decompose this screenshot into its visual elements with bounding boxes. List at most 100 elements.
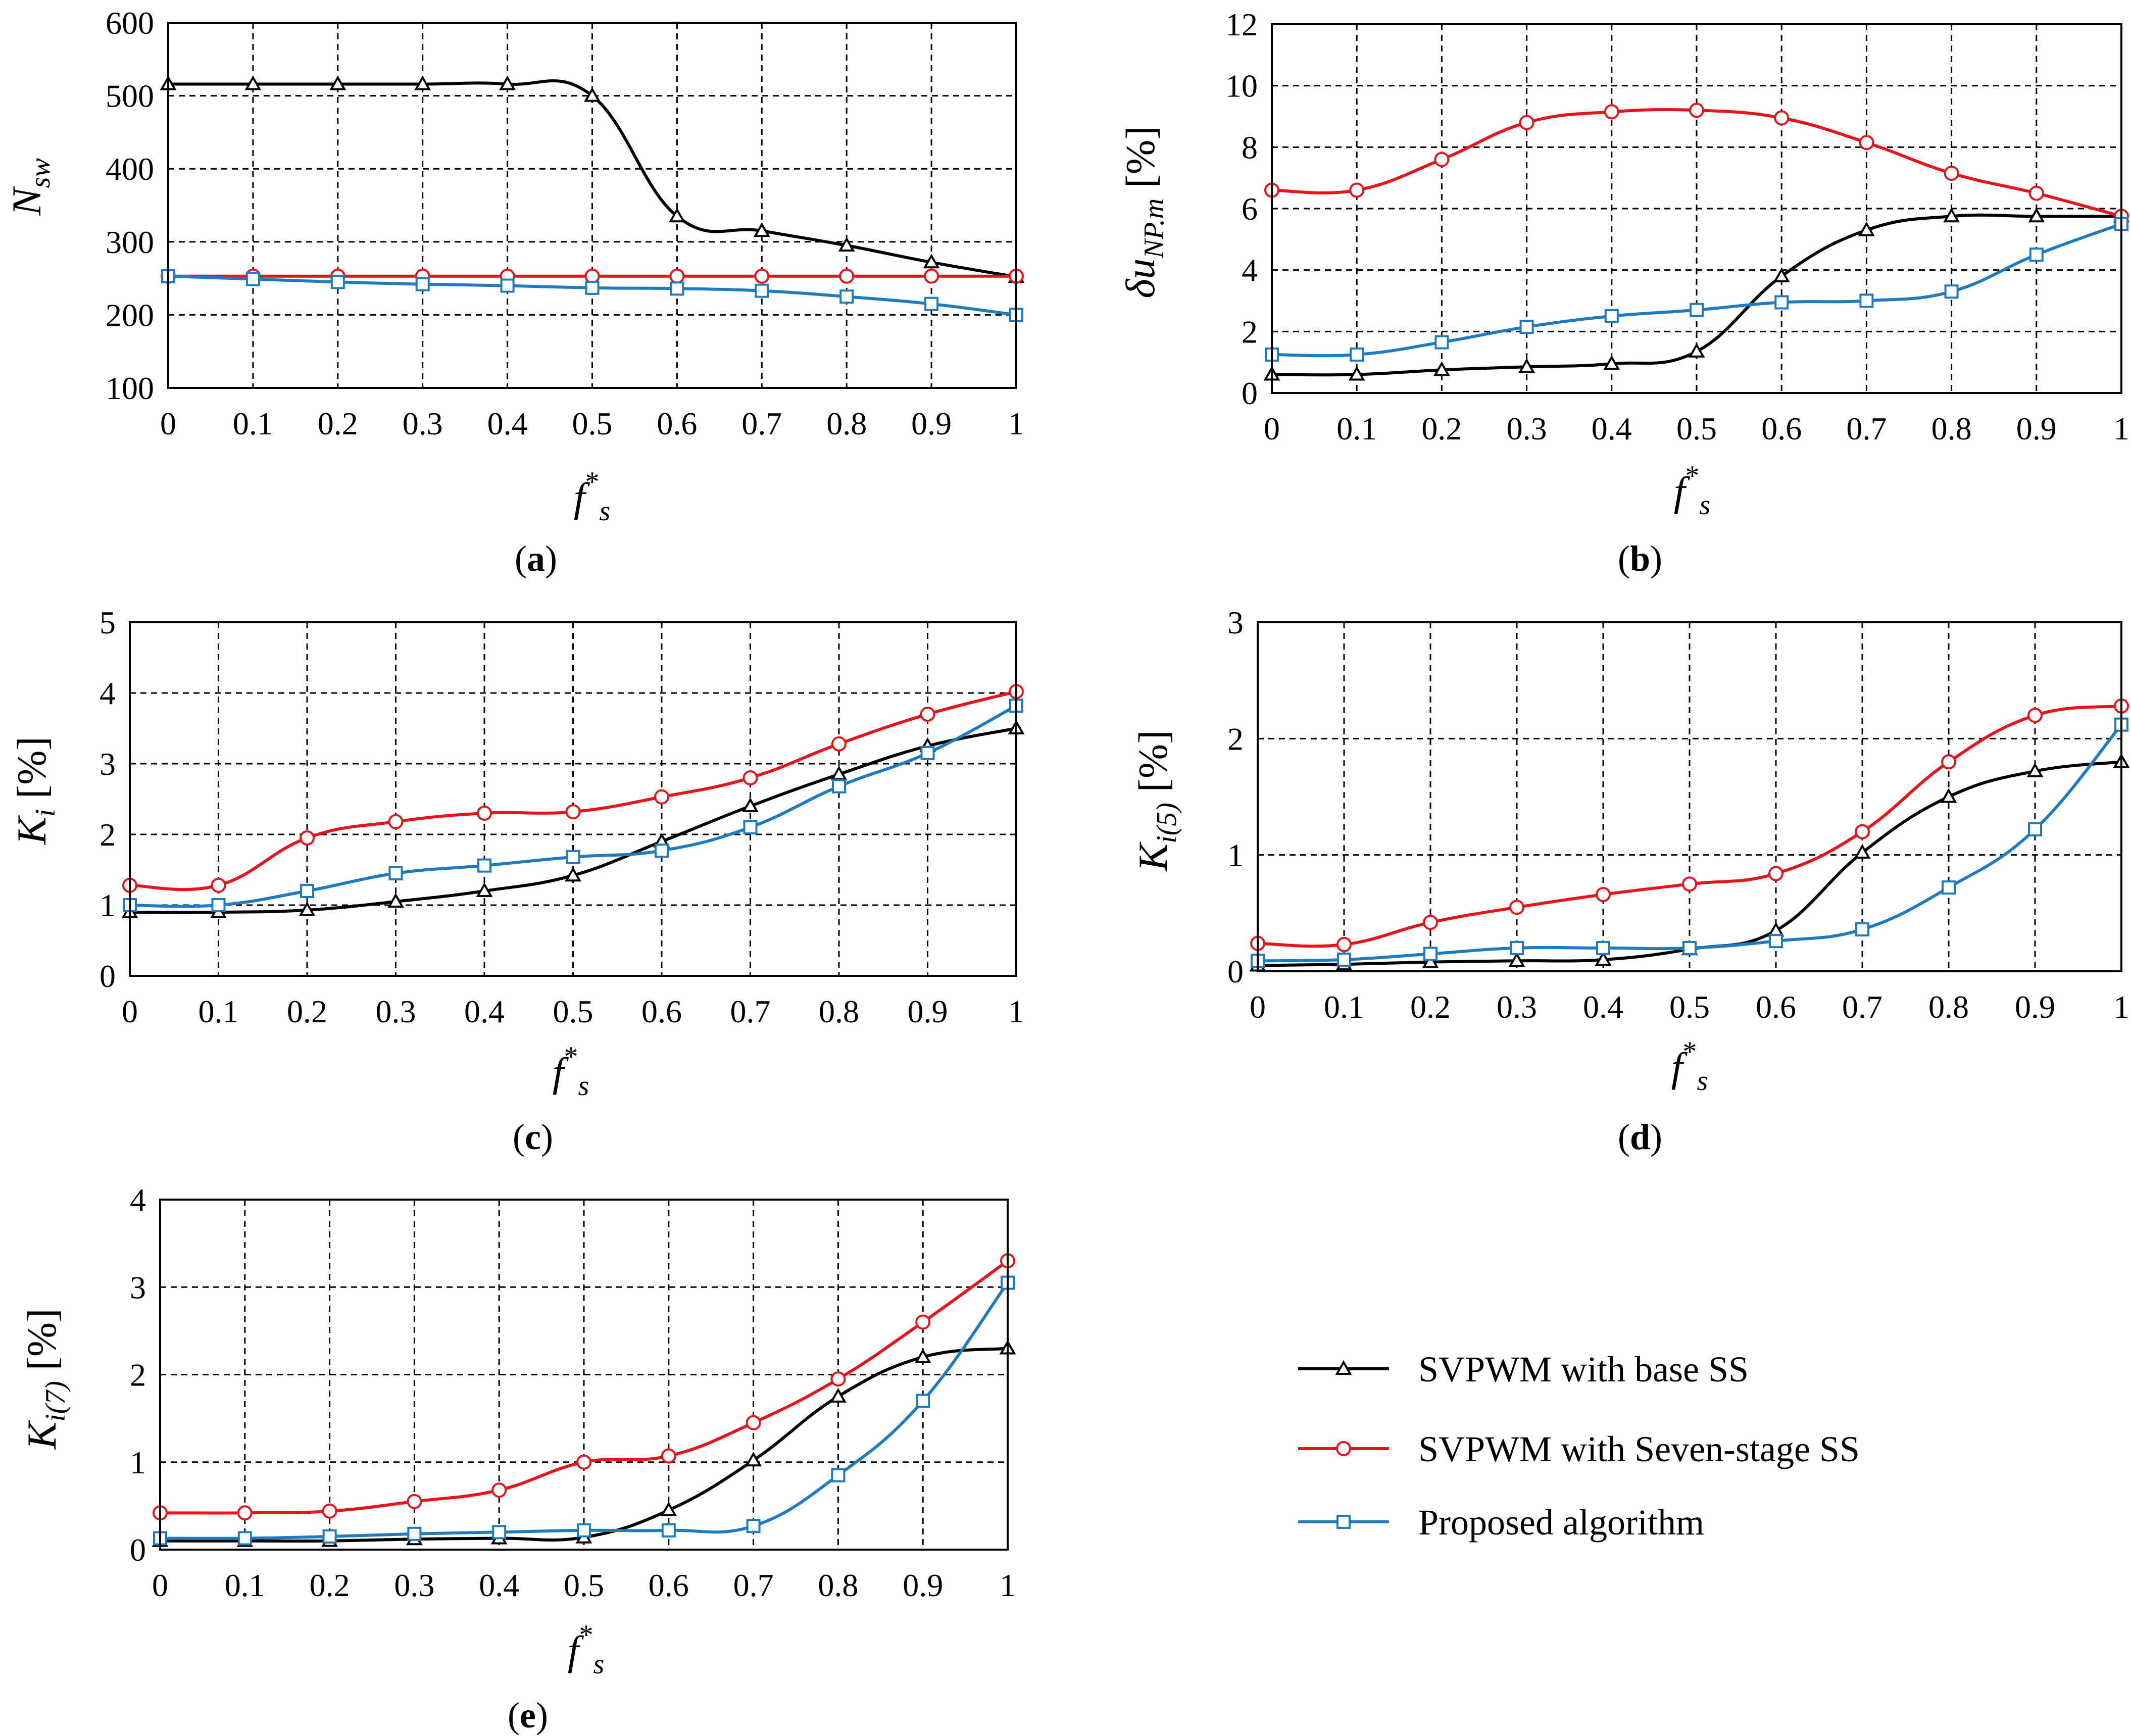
panel-b-point-seven-stage-ss	[1944, 166, 1959, 181]
panel-c-point-base-ss	[387, 892, 404, 908]
panel-c-point-seven-stage-ss	[920, 707, 935, 722]
panel-c-point-proposed	[300, 884, 314, 898]
panel-c-xtick-label: 0.2	[287, 994, 327, 1029]
panel-d-line-proposed	[1257, 723, 2123, 963]
panel-a-ytick-label: 100	[106, 370, 154, 406]
panel-c-point-proposed	[743, 820, 758, 834]
panel-e-point-seven-stage-ss	[322, 1503, 337, 1519]
panel-b-point-seven-stage-ss	[1689, 103, 1704, 118]
panel-a-frame-border	[167, 22, 1017, 389]
panel-e-xtick-label: 0.7	[733, 1567, 774, 1603]
panel-a-point-proposed	[670, 281, 684, 296]
panel-d-point-proposed	[1510, 940, 1524, 955]
legend-circle-marker	[1336, 1441, 1351, 1456]
panel-d-xtick-label: 0.8	[1928, 989, 1969, 1025]
panel-a-xtick-label: 0.5	[572, 406, 613, 441]
panel-e-xtick-label: 0.6	[649, 1567, 689, 1603]
panel-c-point-proposed	[832, 779, 846, 793]
panel-c: 0 0.1 0.2 0.3 0.4 0.5 0.6 0.7 0.8 0.9 1 0 1 2 3 4 5 Ki […	[9, 605, 1025, 1157]
panel-c-ytick-label: 1	[100, 887, 116, 923]
legend-entry-base-ss: SVPWM with base SS	[1298, 1349, 1749, 1390]
panel-d-point-proposed	[1337, 952, 1351, 967]
panel-b-point-seven-stage-ss	[1519, 115, 1534, 130]
panel-a-point-seven-stage-ss	[584, 268, 600, 284]
panel-a-plot: 0 0.1 0.2 0.3 0.4 0.5 0.6 0.7 0.8 0.9 1 100 200 300 40…	[106, 5, 1025, 441]
panel-a-point-seven-stage-ss	[839, 268, 855, 284]
panel-b-point-base-ss	[1603, 355, 1620, 370]
panel-e-line-proposed	[160, 1281, 1009, 1540]
panel-e-ytick-label: 1	[130, 1445, 146, 1480]
panel-c-point-base-ss	[742, 797, 759, 812]
panel-e-line-base-ss	[160, 1347, 1008, 1543]
panel-a-point-base-ss	[753, 222, 770, 237]
panel-b-frame-border	[1271, 23, 2122, 394]
panel-e-xtick-label: 0.5	[564, 1567, 604, 1603]
panel-d-xtick-label: 0.4	[1583, 989, 1623, 1025]
panel-c-point-seven-stage-ss	[211, 877, 226, 893]
panel-a-xtick-label: 0.8	[826, 406, 867, 441]
panel-c-ytick-label: 5	[100, 605, 116, 640]
panel-c-point-proposed	[655, 844, 669, 858]
panel-d-point-base-ss	[1422, 953, 1439, 968]
panel-e-xtick-label: 0.4	[479, 1567, 519, 1603]
panel-b-point-seven-stage-ss	[1349, 182, 1365, 198]
panel-b-point-seven-stage-ss	[1604, 104, 1619, 120]
panel-a-xtick-label: 0.6	[657, 406, 697, 441]
panel-c-xtick-label: 0.6	[641, 994, 682, 1029]
panel-a-point-base-ss	[923, 254, 940, 269]
panel-c-point-proposed	[211, 898, 226, 912]
panel-b-point-proposed	[2029, 247, 2044, 262]
panel-a-ytick-label: 200	[106, 297, 154, 333]
panel-d-point-base-ss	[1508, 952, 1525, 967]
panel-d-ytick-label: 3	[1227, 605, 1244, 640]
panel-e-xtick-label: 0.2	[310, 1567, 350, 1603]
panel-b-point-base-ss	[1348, 366, 1365, 381]
panel-d-point-seven-stage-ss	[1336, 937, 1352, 953]
panel-d-point-proposed	[1855, 922, 1869, 937]
panel-a-point-base-ss	[329, 75, 346, 90]
panel-d-point-seven-stage-ss	[1509, 900, 1524, 915]
panel-c-xtick-label: 0.8	[819, 994, 859, 1029]
panel-a-point-proposed	[245, 272, 260, 286]
panel-d-xtick-label: 0.3	[1497, 989, 1537, 1025]
panel-c-point-seven-stage-ss	[300, 830, 315, 846]
panel-d: 0 0.1 0.2 0.3 0.4 0.5 0.6 0.7 0.8 0.9 1 0 1 2 3 Ki(5) …	[1130, 605, 2130, 1157]
panel-b-ytick-label: 12	[1225, 7, 1258, 42]
panel-c-xtick-label: 0.9	[908, 994, 948, 1029]
panel-b-xtick-label: 1	[2113, 411, 2129, 447]
panel-c-point-proposed	[566, 850, 580, 864]
legend-label-base-ss: SVPWM with base SS	[1418, 1349, 1749, 1390]
panel-a-xlabel: f*s	[574, 466, 611, 527]
panel-c-plot: 0 0.1 0.2 0.3 0.4 0.5 0.6 0.7 0.8 0.9 1 0 1 2 3 4 5	[100, 605, 1025, 1029]
panel-e-xtick-label: 0.1	[225, 1567, 265, 1603]
panel-e-point-base-ss	[829, 1387, 847, 1403]
panel-d-xtick-label: 0.5	[1669, 989, 1710, 1025]
panel-a-label: (a)	[515, 538, 557, 579]
panel-b-point-base-ss	[1433, 361, 1450, 376]
panel-e-ytick-label: 0	[130, 1532, 146, 1568]
panel-c-ylabel: Ki [%]	[9, 736, 61, 845]
panel-b-ytick-label: 0	[1242, 375, 1258, 411]
panel-e-plot: 0 0.1 0.2 0.3 0.4 0.5 0.6 0.7 0.8 0.9 1 0 1 2 3 4	[130, 1182, 1016, 1603]
panel-a-point-base-ss	[244, 75, 262, 90]
legend-label-seven-stage-ss: SVPWM with Seven-stage SS	[1418, 1429, 1860, 1469]
panel-c-point-proposed	[477, 858, 491, 873]
panel-e-point-base-ss	[914, 1348, 931, 1363]
panel-d-point-proposed	[1942, 880, 1956, 895]
panel-a-point-base-ss	[499, 75, 516, 90]
panel-d-ytick-label: 0	[1227, 954, 1244, 989]
panel-b-xtick-label: 0	[1264, 411, 1280, 447]
panel-d-label-letter: d	[1630, 1117, 1650, 1157]
panel-d-point-seven-stage-ss	[1423, 915, 1438, 930]
panel-b-xtick-label: 0.3	[1507, 411, 1547, 447]
panel-b-point-base-ss	[1773, 267, 1790, 282]
panel-c-point-base-ss	[565, 867, 581, 882]
panel-d-point-seven-stage-ss	[1941, 754, 1956, 770]
panel-d-plot: 0 0.1 0.2 0.3 0.4 0.5 0.6 0.7 0.8 0.9 1 0 1 2 3	[1227, 605, 2130, 1025]
panel-e-xtick-label: 0	[152, 1567, 168, 1603]
panel-e-point-proposed	[661, 1523, 676, 1537]
panel-e-point-proposed	[916, 1394, 930, 1408]
panel-a-point-proposed	[415, 277, 430, 291]
